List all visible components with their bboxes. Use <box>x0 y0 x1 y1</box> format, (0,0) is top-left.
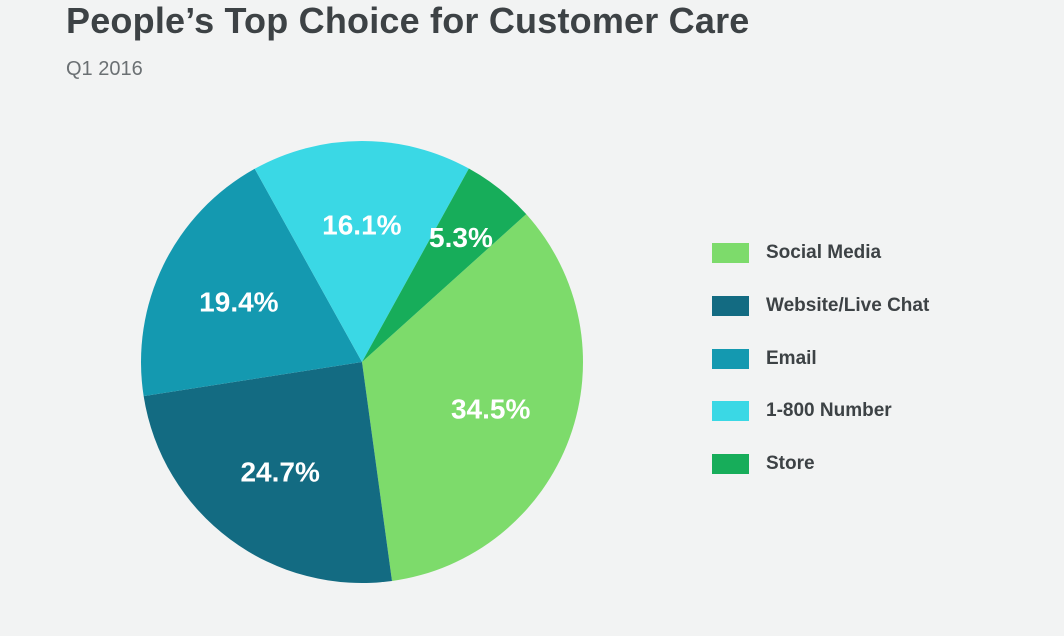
legend-label: 1-800 Number <box>766 400 892 422</box>
slice-data-label: 5.3% <box>429 222 493 253</box>
pie-slice-social-media <box>362 214 583 581</box>
legend-item-social-media: Social Media <box>712 241 1042 265</box>
legend-label: Email <box>766 347 817 369</box>
pie-slice-1-800-number <box>254 141 469 362</box>
slice-data-label: 19.4% <box>199 286 278 317</box>
legend-swatch <box>712 295 749 316</box>
slice-data-label: 16.1% <box>322 209 401 240</box>
slice-data-label: 24.7% <box>240 456 319 487</box>
legend-label: Website/Live Chat <box>766 294 930 316</box>
legend-item-website-live-chat: Website/Live Chat <box>712 294 1042 318</box>
legend-item-1-800-number: 1-800 Number <box>712 399 1042 423</box>
slice-data-label: 34.5% <box>451 394 530 425</box>
legend-swatch <box>712 243 749 263</box>
legend-swatch <box>712 401 749 422</box>
legend-swatch <box>712 348 749 369</box>
pie-slice-website-live-chat <box>143 362 392 583</box>
chart-title: People’s Top Choice for Customer Care <box>66 0 750 41</box>
legend-label: Social Media <box>766 242 882 263</box>
legend-swatch <box>712 454 749 475</box>
legend-label: Store <box>766 453 815 475</box>
legend-item-store: Store <box>712 452 1042 476</box>
pie-slice-store <box>362 168 527 362</box>
chart-subtitle: Q1 2016 <box>66 58 143 80</box>
legend-item-email: Email <box>712 347 1042 371</box>
legend: Social Media Website/Live Chat Email 1-8… <box>712 241 1042 505</box>
pie-slice-email <box>141 168 362 397</box>
